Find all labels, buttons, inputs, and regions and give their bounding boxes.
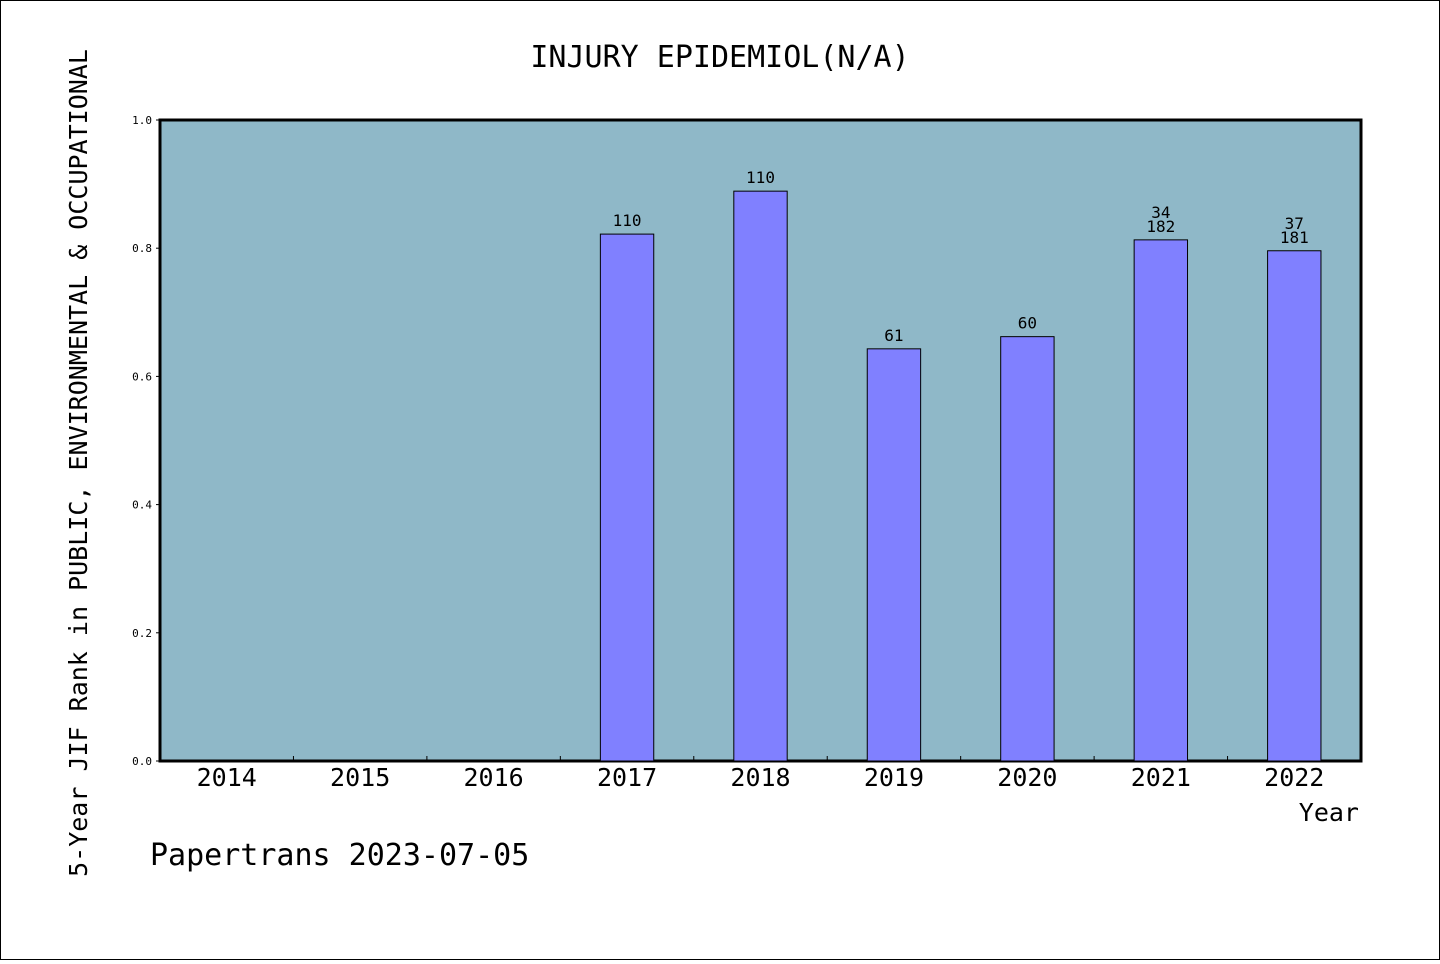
bar-data-label: 110 bbox=[746, 168, 775, 187]
bar-data-label: 181 bbox=[1280, 228, 1309, 247]
x-tick-label: 2016 bbox=[464, 763, 524, 792]
y-tick-label: 0.8 bbox=[132, 242, 152, 255]
x-tick-label: 2015 bbox=[330, 763, 390, 792]
x-axis-label: Year bbox=[1299, 798, 1359, 827]
y-tick-label: 0.6 bbox=[132, 370, 152, 383]
y-tick-label: 0.4 bbox=[132, 499, 152, 512]
x-tick-label: 2022 bbox=[1264, 763, 1324, 792]
y-tick-label: 1.0 bbox=[132, 114, 152, 127]
x-tick-label: 2019 bbox=[864, 763, 924, 792]
y-tick-label: 0.0 bbox=[132, 755, 152, 768]
bar-2022 bbox=[1267, 250, 1322, 762]
bar-2018 bbox=[733, 190, 788, 762]
y-axis-label: 5-Year JIF Rank in PUBLIC, ENVIRONMENTAL… bbox=[64, 49, 93, 877]
x-tick-label: 2014 bbox=[197, 763, 257, 792]
bar-2020 bbox=[1000, 336, 1055, 762]
bar-2017 bbox=[599, 233, 655, 762]
bar-data-label: 182 bbox=[1146, 217, 1175, 236]
x-tick-label: 2020 bbox=[997, 763, 1057, 792]
x-tick-label: 2018 bbox=[730, 763, 790, 792]
bars-group bbox=[599, 190, 1322, 762]
x-tick-label: 2017 bbox=[597, 763, 657, 792]
y-tick-label: 0.2 bbox=[132, 627, 152, 640]
bar-data-label: 110 bbox=[613, 211, 642, 230]
bar-2019 bbox=[866, 348, 922, 762]
bar-data-label: 34 bbox=[1151, 203, 1170, 222]
bar-data-label: 37 bbox=[1285, 214, 1304, 233]
y-axis: 0.0 0.2 0.4 0.6 0.8 1.0 bbox=[132, 114, 161, 768]
watermark: Papertrans 2023-07-05 bbox=[150, 838, 529, 873]
x-axis: 2014 2015 2016 2017 2018 2019 2020 2021 2022 bbox=[197, 756, 1324, 792]
chart-title: INJURY EPIDEMIOL(N/A) bbox=[530, 40, 909, 75]
x-tick-label: 2021 bbox=[1131, 763, 1191, 792]
bar-data-label: 60 bbox=[1018, 314, 1037, 333]
bar-data-label: 61 bbox=[884, 326, 903, 345]
bar-2021 bbox=[1133, 239, 1189, 762]
